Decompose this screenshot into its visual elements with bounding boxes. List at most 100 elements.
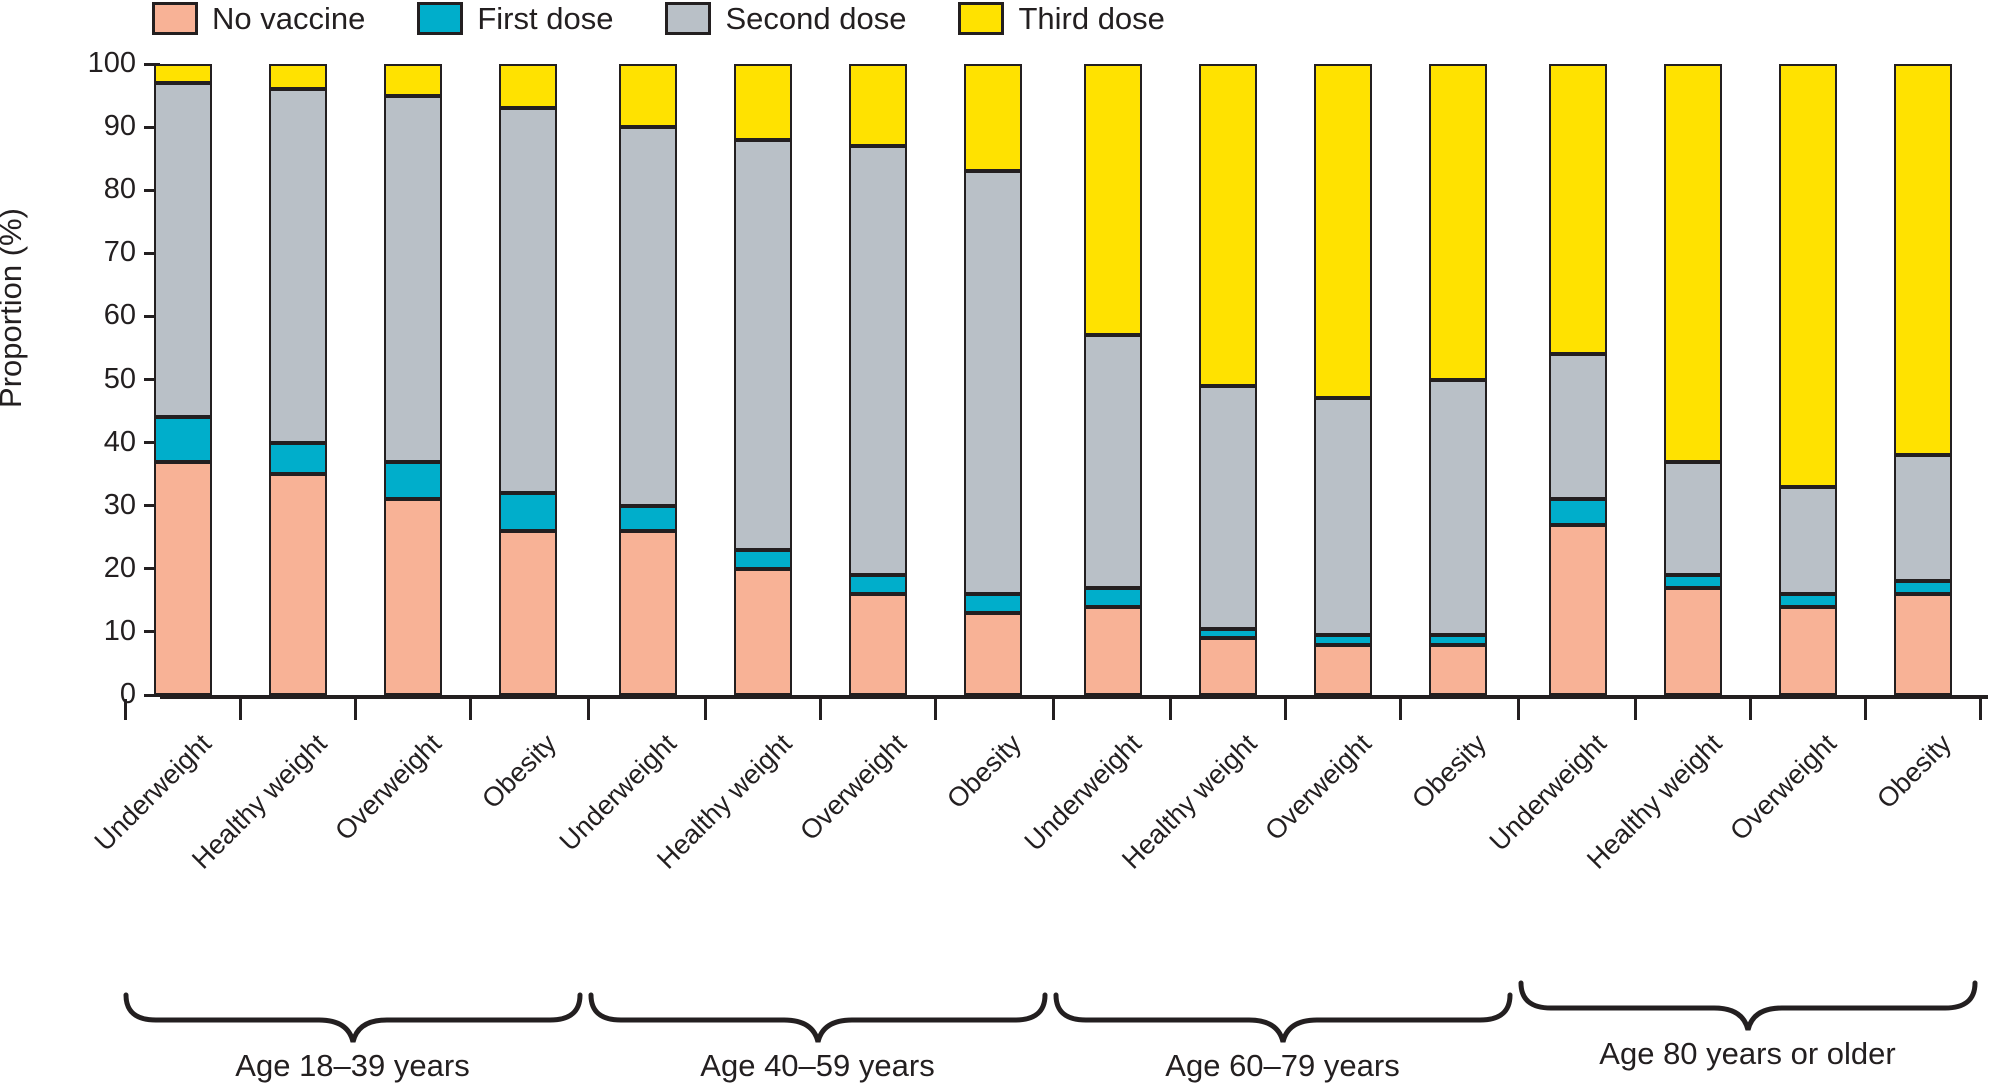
- segment-third-dose: [1549, 64, 1607, 355]
- segment-no-vaccine: [154, 461, 212, 695]
- segment-first-dose: [499, 493, 557, 531]
- segment-no-vaccine: [1314, 644, 1372, 695]
- bar-obesity-group4: [1894, 64, 1952, 695]
- segment-third-dose: [269, 64, 327, 90]
- legend-label: Third dose: [1018, 1, 1165, 36]
- x-axis-tick: [1979, 699, 1982, 720]
- bar-overweight-group4: [1779, 64, 1837, 695]
- segment-second-dose: [1779, 486, 1837, 595]
- y-axis-tick-label: 90: [103, 110, 136, 143]
- legend: No vaccine First dose Second dose Third …: [152, 2, 1165, 35]
- segment-second-dose: [1894, 455, 1952, 582]
- segment-second-dose: [849, 146, 907, 576]
- segment-first-dose: [619, 505, 677, 531]
- y-axis-tick: [144, 251, 160, 255]
- segment-third-dose: [964, 64, 1022, 172]
- y-axis-tick-label: 50: [103, 362, 136, 395]
- segment-no-vaccine: [734, 568, 792, 695]
- segment-first-dose: [1199, 628, 1257, 639]
- segment-no-vaccine: [1429, 644, 1487, 695]
- segment-third-dose: [849, 64, 907, 147]
- segment-third-dose: [1429, 64, 1487, 380]
- x-axis-tick: [934, 699, 937, 720]
- y-axis-tick: [144, 567, 160, 571]
- segment-third-dose: [1779, 64, 1837, 487]
- segment-third-dose: [1314, 64, 1372, 399]
- x-axis-tick: [1051, 699, 1055, 720]
- segment-third-dose: [384, 64, 442, 96]
- x-axis-tick: [1399, 699, 1402, 720]
- legend-item-second-dose: Second dose: [665, 2, 906, 35]
- y-axis-tick: [144, 630, 160, 634]
- bar-healthy-weight-group3: [1199, 64, 1257, 695]
- bar-obesity-group1: [499, 64, 557, 695]
- segment-third-dose: [1664, 64, 1722, 462]
- segment-second-dose: [269, 89, 327, 443]
- bar-overweight-group1: [384, 64, 442, 695]
- second-dose-swatch-icon: [665, 2, 712, 35]
- x-axis-tick: [1284, 699, 1287, 720]
- segment-second-dose: [1664, 461, 1722, 576]
- y-axis-tick-label: 0: [119, 678, 136, 710]
- segment-no-vaccine: [499, 530, 557, 695]
- segment-third-dose: [499, 64, 557, 109]
- x-axis-tick: [1749, 699, 1752, 720]
- age-group-label: Age 80 years or older: [1599, 1036, 1896, 1071]
- segment-first-dose: [154, 417, 212, 462]
- group-brace: [1518, 980, 1977, 1031]
- segment-no-vaccine: [384, 499, 442, 695]
- segment-third-dose: [1199, 64, 1257, 386]
- segment-first-dose: [1429, 635, 1487, 645]
- legend-label: First dose: [477, 1, 614, 36]
- segment-first-dose: [1549, 499, 1607, 525]
- legend-label: No vaccine: [212, 1, 366, 36]
- segment-third-dose: [1084, 64, 1142, 336]
- bar-healthy-weight-group1: [269, 64, 327, 695]
- segment-first-dose: [384, 461, 442, 500]
- bar-underweight-group2: [619, 64, 677, 695]
- group-brace: [123, 992, 582, 1043]
- bar-underweight-group1: [154, 64, 212, 695]
- legend-item-third-dose: Third dose: [958, 1, 1165, 36]
- segment-second-dose: [1084, 335, 1142, 588]
- x-axis-tick: [239, 699, 242, 720]
- segment-second-dose: [1549, 354, 1607, 500]
- segment-first-dose: [964, 594, 1022, 613]
- bar-underweight-group3: [1084, 64, 1142, 695]
- y-axis-tick: [144, 441, 160, 445]
- y-axis-tick: [144, 504, 160, 508]
- y-axis-tick-label: 60: [103, 299, 136, 332]
- segment-no-vaccine: [269, 474, 327, 695]
- segment-first-dose: [1314, 635, 1372, 645]
- age-group-label: Age 40–59 years: [700, 1048, 935, 1083]
- segment-first-dose: [269, 442, 327, 475]
- x-axis-tick: [124, 699, 127, 720]
- bar-overweight-group2: [849, 64, 907, 695]
- x-axis-tick: [586, 699, 590, 720]
- segment-no-vaccine: [1664, 587, 1722, 695]
- segment-first-dose: [849, 575, 907, 595]
- segment-third-dose: [154, 64, 212, 83]
- x-axis-tick: [819, 699, 822, 720]
- segment-first-dose: [1894, 581, 1952, 595]
- bar-healthy-weight-group4: [1664, 64, 1722, 695]
- bar-overweight-group3: [1314, 64, 1372, 695]
- x-axis-tick: [1169, 699, 1172, 720]
- age-group-label: Age 60–79 years: [1165, 1048, 1400, 1083]
- y-axis-tick-label: 80: [103, 173, 136, 206]
- segment-no-vaccine: [1084, 606, 1142, 695]
- legend-item-first-dose: First dose: [417, 2, 613, 35]
- first-dose-swatch-icon: [417, 2, 464, 35]
- segment-no-vaccine: [1779, 606, 1837, 695]
- segment-second-dose: [384, 95, 442, 462]
- segment-first-dose: [1664, 575, 1722, 588]
- x-category-label: Obesity: [1871, 728, 1958, 815]
- age-group-label: Age 18–39 years: [235, 1048, 470, 1083]
- x-axis-tick: [1634, 699, 1637, 720]
- y-axis-tick-label: 20: [103, 551, 136, 584]
- segment-first-dose: [1779, 594, 1837, 607]
- bar-obesity-group3: [1429, 64, 1487, 695]
- segment-no-vaccine: [849, 594, 907, 695]
- group-brace: [588, 992, 1047, 1043]
